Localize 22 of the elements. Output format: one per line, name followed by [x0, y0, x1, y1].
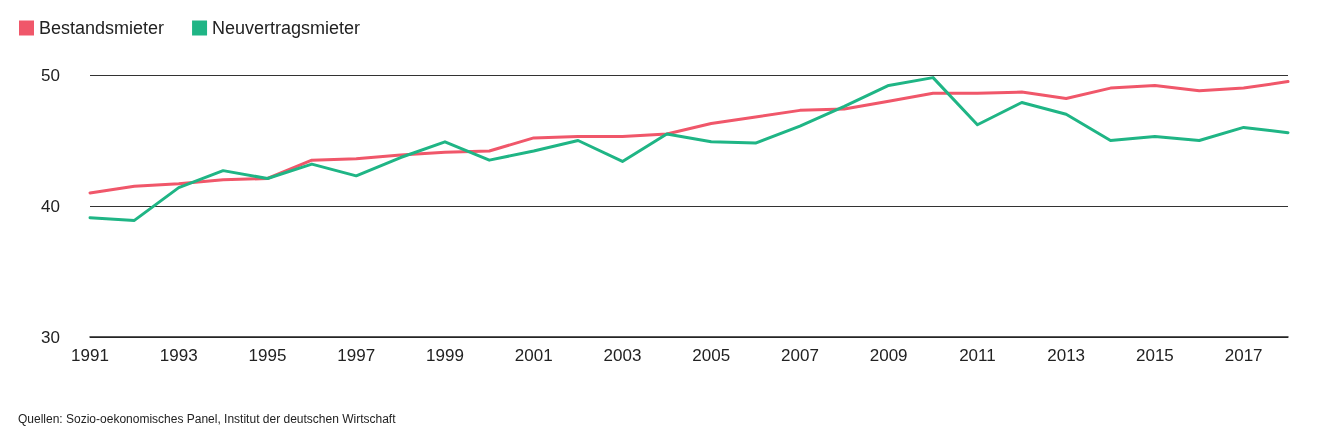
x-tick-label: 1991	[71, 346, 109, 365]
legend-label: Neuvertragsmieter	[212, 18, 361, 38]
x-tick-label: 2001	[514, 346, 553, 365]
legend-label: Bestandsmieter	[39, 18, 165, 38]
x-tick-label: 2007	[781, 346, 819, 365]
x-tick-label: 1993	[159, 346, 198, 365]
x-tick-label: 2005	[692, 346, 731, 365]
source-note: Quellen: Sozio-oekonomisches Panel, Institut der deutschen Wirtschaft	[18, 412, 397, 426]
line-series	[88, 80, 1290, 195]
x-tick-label: 1997	[337, 346, 376, 365]
x-tick-label: 1999	[426, 346, 464, 365]
x-tick-label: 2017	[1224, 346, 1263, 365]
y-tick-label: 40	[41, 196, 60, 216]
x-tick-label: 1995	[248, 346, 287, 365]
x-tick-label: 2013	[1047, 346, 1086, 365]
line-series	[88, 76, 1290, 222]
x-tick-label: 2011	[959, 346, 996, 365]
x-tick-label: 2003	[603, 346, 642, 365]
x-tick-label: 2009	[869, 346, 908, 365]
y-tick-label: 50	[41, 65, 60, 85]
x-tick-label: 2015	[1135, 346, 1174, 365]
y-tick-label: 30	[41, 327, 60, 347]
